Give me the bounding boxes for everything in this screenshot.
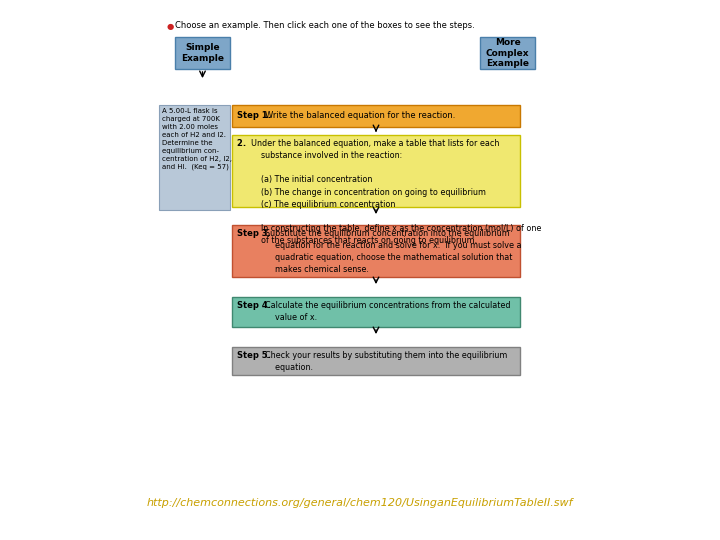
Text: Write the balanced equation for the reaction.: Write the balanced equation for the reac…	[265, 111, 455, 120]
FancyBboxPatch shape	[232, 225, 520, 277]
FancyBboxPatch shape	[232, 135, 520, 207]
Text: Calculate the equilibrium concentrations from the calculated
    value of x.: Calculate the equilibrium concentrations…	[265, 301, 510, 322]
Text: ●: ●	[167, 22, 174, 30]
Text: Step 1.: Step 1.	[237, 111, 276, 120]
FancyBboxPatch shape	[159, 105, 230, 210]
FancyBboxPatch shape	[232, 297, 520, 327]
Text: Choose an example. Then click each one of the boxes to see the steps.: Choose an example. Then click each one o…	[175, 22, 474, 30]
FancyBboxPatch shape	[232, 347, 520, 375]
FancyBboxPatch shape	[232, 105, 520, 127]
Text: Step 4.: Step 4.	[237, 301, 276, 310]
Text: Simple
Example: Simple Example	[181, 43, 224, 63]
Text: Under the balanced equation, make a table that lists for each
    substance invo: Under the balanced equation, make a tabl…	[251, 139, 541, 245]
Text: Check your results by substituting them into the equilibrium
    equation.: Check your results by substituting them …	[265, 351, 508, 372]
FancyBboxPatch shape	[480, 37, 535, 69]
Text: More
Complex
Example: More Complex Example	[486, 38, 529, 68]
Text: Substitute the equilibrium concentration into the equilibrium
    equation for t: Substitute the equilibrium concentration…	[265, 229, 521, 274]
Text: 2.: 2.	[237, 139, 252, 148]
Text: http://chemconnections.org/general/chem120/UsinganEquilibriumTableII.swf: http://chemconnections.org/general/chem1…	[147, 498, 573, 508]
Text: A 5.00-L flask is
charged at 700K
with 2.00 moles
each of H2 and I2.
Determine t: A 5.00-L flask is charged at 700K with 2…	[162, 108, 232, 171]
Text: Step 3.: Step 3.	[237, 229, 276, 238]
Text: Step 5.: Step 5.	[237, 351, 276, 360]
FancyBboxPatch shape	[175, 37, 230, 69]
